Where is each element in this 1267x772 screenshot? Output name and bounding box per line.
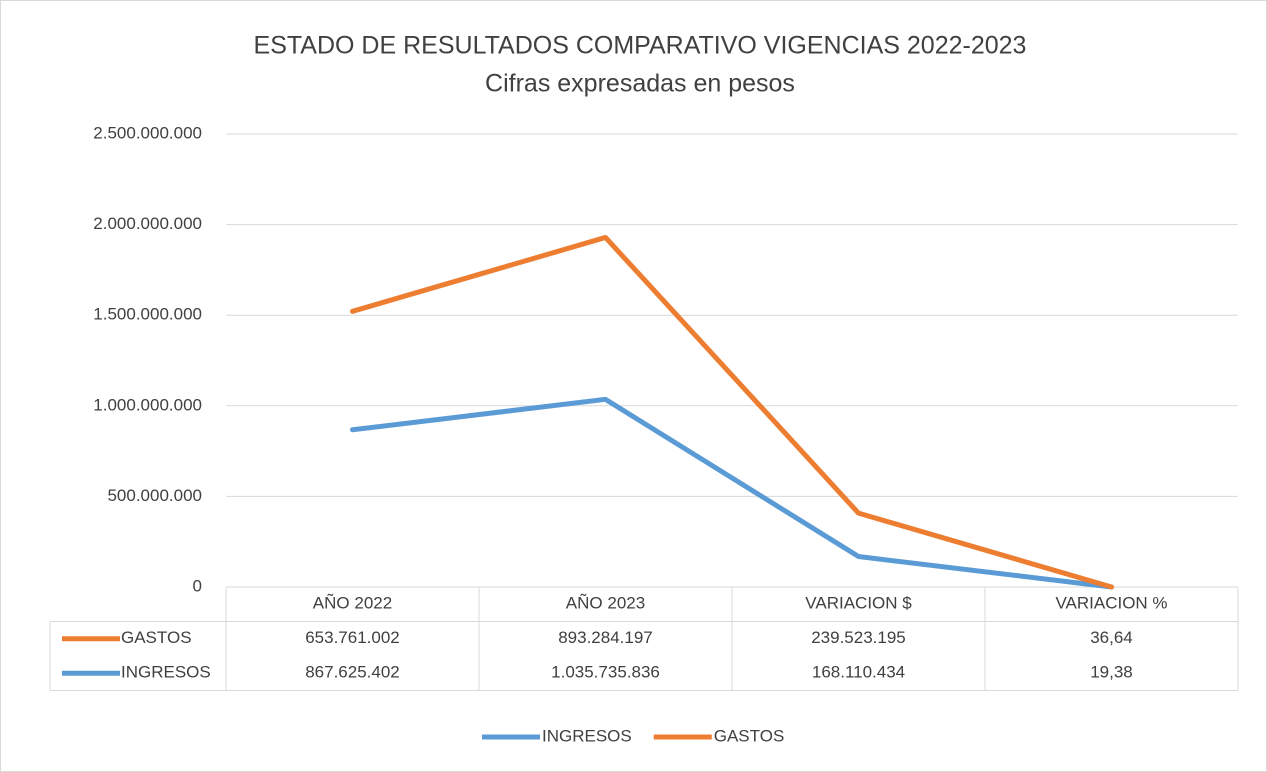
legend-label: GASTOS — [714, 726, 785, 745]
series-line — [350, 234, 1114, 590]
x-tick-label: AÑO 2023 — [566, 594, 645, 613]
data-label: 1.035.735.836 — [551, 663, 660, 682]
data-label: 36,64 — [1090, 628, 1133, 647]
series-line — [350, 396, 1114, 590]
table-row-label: GASTOS — [121, 628, 192, 647]
data-label: 653.761.002 — [305, 628, 400, 647]
data-label: 893.284.197 — [558, 628, 653, 647]
data-label: 19,38 — [1090, 663, 1133, 682]
table-row-label: INGRESOS — [121, 663, 211, 682]
x-tick-label: AÑO 2022 — [313, 594, 392, 613]
y-tick-label: 1.500.000.000 — [93, 305, 202, 324]
x-tick-label: VARIACION $ — [805, 594, 912, 613]
y-tick-label: 1.000.000.000 — [93, 395, 202, 414]
x-tick-label: VARIACION % — [1055, 594, 1167, 613]
data-label: 168.110.434 — [812, 663, 905, 682]
y-tick-label: 2.000.000.000 — [93, 214, 202, 233]
data-label: 239.523.195 — [811, 628, 906, 647]
legend-label: INGRESOS — [542, 726, 632, 745]
chart-title: ESTADO DE RESULTADOS COMPARATIVO VIGENCI… — [254, 32, 1027, 60]
chart-subtitle: Cifras expresadas en pesos — [485, 70, 795, 98]
y-tick-label: 2.500.000.000 — [93, 123, 202, 142]
y-tick-label: 0 — [193, 576, 202, 595]
data-label: 867.625.402 — [305, 663, 400, 682]
y-tick-label: 500.000.000 — [107, 486, 202, 505]
